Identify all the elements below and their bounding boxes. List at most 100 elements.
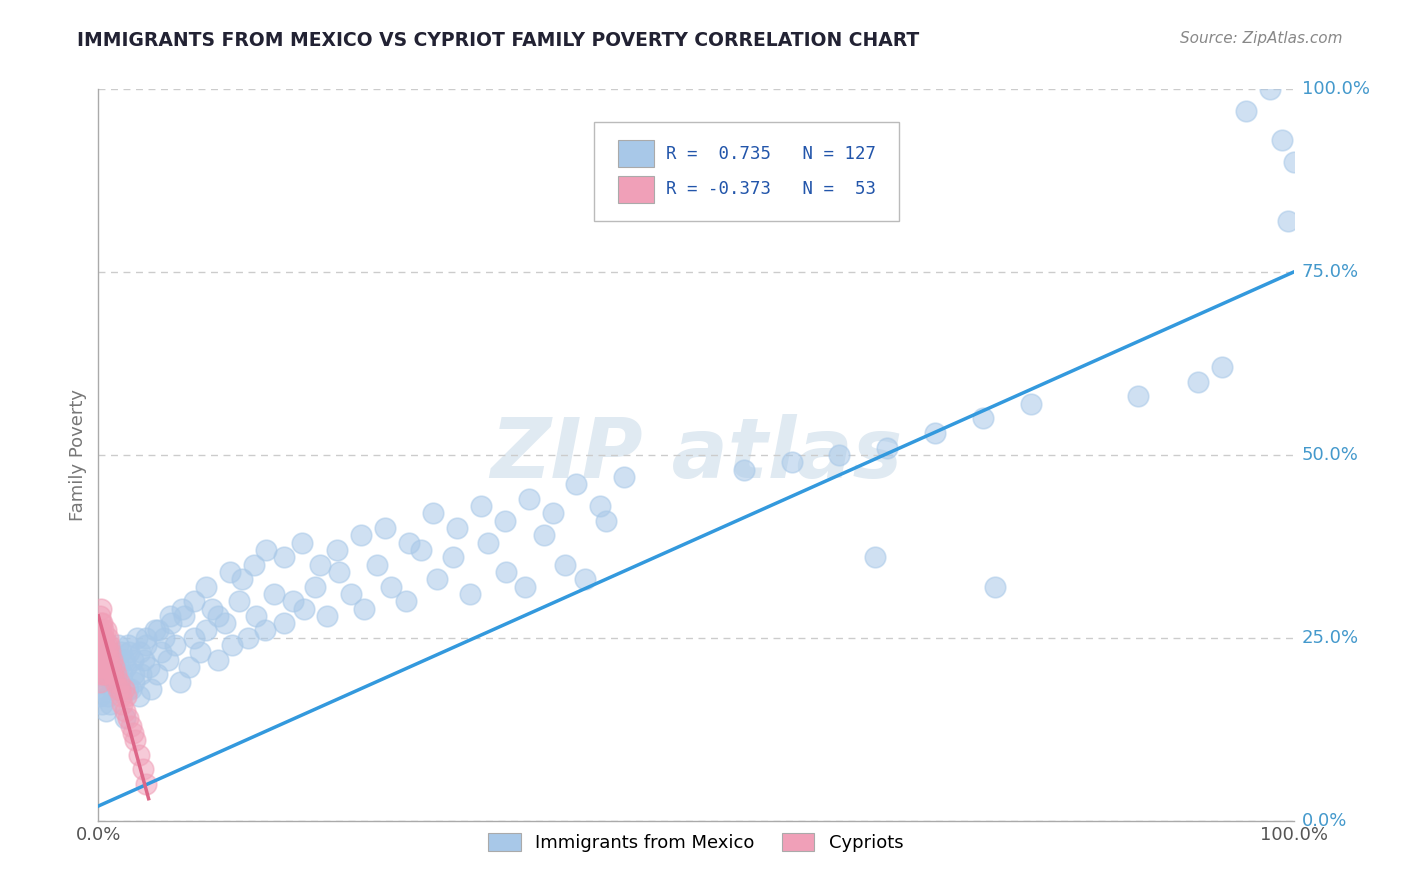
Point	[90, 616, 112, 631]
Point	[90, 653, 112, 667]
Point	[128, 747, 150, 762]
Point	[107, 638, 129, 652]
Point	[201, 601, 224, 615]
Point	[129, 645, 152, 659]
Text: R =  0.735   N = 127: R = 0.735 N = 127	[666, 145, 876, 162]
Point	[513, 580, 536, 594]
Point	[91, 616, 114, 631]
Point	[135, 777, 157, 791]
Point	[326, 543, 349, 558]
Point	[103, 653, 125, 667]
Point	[89, 608, 111, 623]
Point	[172, 601, 194, 615]
Point	[972, 411, 994, 425]
Point	[124, 733, 146, 747]
Text: ZIP atlas: ZIP atlas	[489, 415, 903, 495]
Point	[574, 572, 596, 586]
Point	[91, 631, 114, 645]
Point	[1234, 104, 1257, 119]
Point	[148, 624, 170, 638]
Point	[118, 645, 141, 659]
Point	[89, 660, 111, 674]
Point	[122, 653, 145, 667]
Point	[924, 425, 946, 440]
Point	[273, 550, 295, 565]
Point	[125, 631, 148, 645]
Point	[292, 601, 315, 615]
Point	[494, 514, 516, 528]
Point	[131, 667, 153, 681]
Point	[98, 645, 121, 659]
Point	[96, 660, 118, 674]
Point	[228, 594, 250, 608]
Point	[104, 674, 127, 689]
Point	[90, 638, 112, 652]
Y-axis label: Family Poverty: Family Poverty	[69, 389, 87, 521]
Point	[98, 653, 121, 667]
Point	[283, 594, 305, 608]
Point	[108, 681, 131, 696]
Text: 0.0%: 0.0%	[1302, 812, 1347, 830]
Point	[207, 653, 229, 667]
Point	[308, 558, 330, 572]
Point	[146, 667, 169, 681]
Point	[195, 624, 218, 638]
Point	[91, 667, 114, 681]
Point	[91, 645, 114, 659]
Point	[380, 580, 402, 594]
Text: 50.0%: 50.0%	[1302, 446, 1358, 464]
Point	[159, 608, 181, 623]
Point	[89, 690, 111, 704]
Point	[219, 565, 242, 579]
Point	[984, 580, 1007, 594]
FancyBboxPatch shape	[619, 177, 654, 202]
Point	[169, 674, 191, 689]
Point	[111, 697, 134, 711]
Point	[93, 660, 115, 674]
Point	[117, 638, 139, 652]
Point	[94, 667, 117, 681]
Point	[221, 638, 243, 652]
Point	[495, 565, 517, 579]
Point	[876, 441, 898, 455]
Point	[733, 462, 755, 476]
Point	[183, 594, 205, 608]
Point	[139, 681, 162, 696]
Point	[131, 763, 153, 777]
Point	[160, 616, 183, 631]
Point	[110, 645, 132, 659]
FancyBboxPatch shape	[619, 140, 654, 167]
Point	[315, 608, 337, 623]
Point	[1187, 375, 1209, 389]
Point	[613, 470, 636, 484]
Point	[780, 455, 803, 469]
Text: IMMIGRANTS FROM MEXICO VS CYPRIOT FAMILY POVERTY CORRELATION CHART: IMMIGRANTS FROM MEXICO VS CYPRIOT FAMILY…	[77, 31, 920, 50]
Point	[120, 681, 142, 696]
Point	[108, 681, 131, 696]
Point	[128, 690, 150, 704]
Point	[477, 535, 499, 549]
Point	[97, 631, 120, 645]
Point	[105, 667, 128, 681]
Point	[132, 653, 155, 667]
Point	[470, 499, 492, 513]
Point	[149, 645, 172, 659]
Point	[117, 711, 139, 725]
Point	[93, 631, 115, 645]
Point	[163, 638, 186, 652]
Point	[103, 660, 125, 674]
Point	[245, 608, 267, 623]
Legend: Immigrants from Mexico, Cypriots: Immigrants from Mexico, Cypriots	[481, 825, 911, 859]
Point	[138, 660, 160, 674]
Point	[114, 704, 136, 718]
Point	[91, 638, 114, 652]
Point	[589, 499, 612, 513]
Point	[446, 521, 468, 535]
Point	[350, 528, 373, 542]
Point	[100, 674, 122, 689]
Point	[183, 631, 205, 645]
Point	[90, 667, 112, 681]
Point	[96, 667, 118, 681]
Point	[115, 690, 138, 704]
Point	[263, 587, 285, 601]
